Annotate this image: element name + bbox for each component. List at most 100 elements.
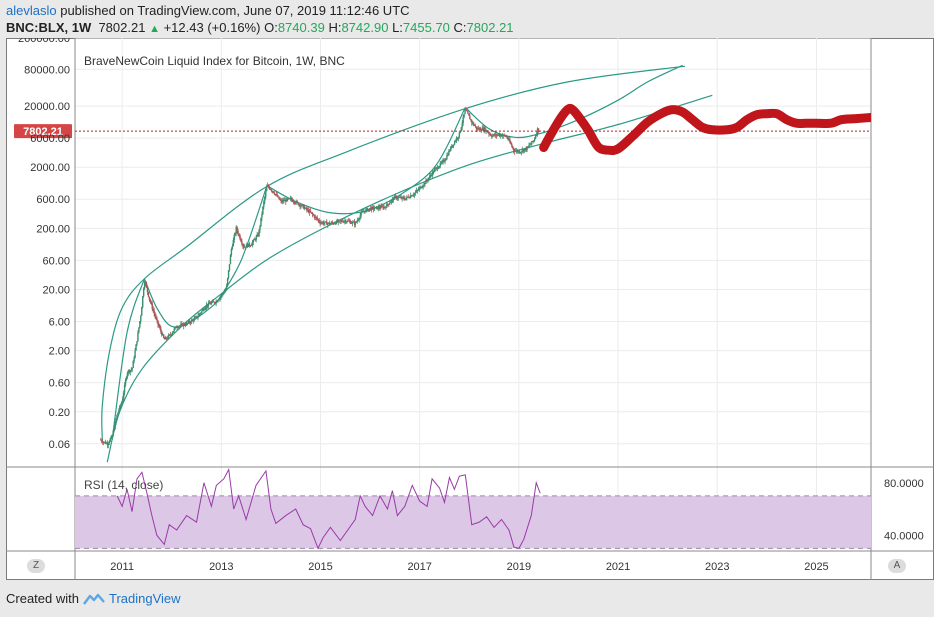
candle-body — [389, 201, 392, 203]
candle-body — [476, 128, 479, 130]
candle-body — [412, 194, 415, 196]
candle-body — [231, 246, 234, 249]
candle-body — [466, 110, 468, 112]
candle-body — [136, 341, 138, 345]
candle-body — [222, 293, 224, 295]
chart-svg[interactable]: 7802.21 260000.00 80000.00 20000.00 6000.00… — [6, 38, 934, 580]
candle-body — [350, 223, 353, 224]
candle-body — [431, 175, 433, 176]
candle-body — [316, 217, 318, 220]
candle-body — [119, 405, 121, 411]
candle-body — [485, 130, 487, 132]
time-tick-label: 2017 — [407, 561, 431, 573]
candle-body — [531, 141, 533, 144]
candle-body — [352, 221, 355, 223]
candle-body — [376, 206, 379, 210]
candle-body — [330, 222, 333, 224]
tradingview-brand[interactable]: TradingView — [108, 591, 181, 606]
candle-body — [365, 209, 367, 212]
candle-body — [178, 326, 180, 328]
candle-body — [405, 198, 407, 200]
candle-body — [263, 201, 265, 207]
candle-body — [308, 210, 311, 213]
candle-body — [127, 370, 130, 373]
candle-body — [361, 211, 363, 213]
low-label: L: — [392, 20, 403, 35]
candle-body — [285, 199, 287, 202]
price-axis[interactable]: 260000.00 80000.00 20000.00 6000.00 2000.00 6… — [18, 38, 70, 451]
candle-body — [142, 288, 145, 297]
auto-scale-button[interactable]: A — [888, 559, 906, 573]
candle-body — [137, 332, 139, 342]
candle-body — [524, 148, 526, 150]
candle-body — [207, 302, 210, 306]
candle-body — [249, 245, 252, 247]
candle-body — [202, 309, 204, 311]
time-axis[interactable]: 2011 2013 2015 2017 2019 2021 2023 2025 — [110, 561, 828, 573]
candle-body — [525, 148, 527, 151]
candle-body — [169, 334, 172, 336]
candle-body — [225, 285, 228, 291]
candle-body — [232, 239, 235, 247]
candle-body — [288, 198, 291, 200]
candle-body — [266, 186, 268, 192]
candle-body — [261, 213, 263, 218]
candle-body — [406, 196, 408, 199]
price-tick-label: 6.00 — [49, 316, 70, 328]
author-link[interactable]: alevlaslo — [6, 3, 57, 18]
candle-body — [153, 310, 155, 314]
candle-body — [526, 146, 528, 151]
candle-body — [377, 206, 379, 210]
candle-body — [371, 207, 374, 208]
change-text: +12.43 (+0.16%) — [163, 20, 261, 35]
candle-body — [383, 206, 385, 209]
candle-body — [348, 220, 350, 222]
candle-body — [500, 134, 503, 137]
candle-body — [290, 198, 293, 200]
rsi-band-group — [75, 495, 871, 549]
low-value: 7455.70 — [402, 20, 450, 35]
high-label: H: — [328, 20, 342, 35]
candle-body — [268, 187, 271, 190]
rsi-band — [75, 495, 871, 549]
rsi-axis[interactable]: 80.0000 40.0000 — [884, 478, 924, 543]
candle-body — [532, 141, 534, 142]
candle-body — [143, 282, 146, 289]
candle-body — [293, 201, 296, 204]
candle-body — [303, 205, 305, 210]
candle-body — [181, 323, 183, 325]
rsi-tick-label: 80.0000 — [884, 478, 924, 490]
arc-curve-3 — [143, 278, 217, 328]
candle-body — [111, 435, 113, 437]
zoom-button[interactable]: Z — [27, 559, 45, 573]
time-tick-label: 2013 — [209, 561, 233, 573]
candle-body — [155, 316, 157, 319]
candle-body — [503, 134, 505, 136]
candle-body — [427, 179, 429, 181]
candle-body — [449, 150, 451, 152]
candle-body — [158, 324, 160, 327]
candle-body — [195, 316, 197, 318]
candle-body — [270, 189, 273, 191]
candle-body — [490, 134, 492, 136]
candle-body — [104, 441, 107, 444]
symbol-line: BNC:BLX, 1W 7802.21 ▲ +12.43 (+0.16%) O:… — [6, 20, 514, 35]
candle-body — [217, 300, 219, 302]
candle-body — [521, 149, 524, 152]
candle-body — [404, 199, 406, 200]
candle-body — [275, 194, 277, 195]
price-tick-label: 20000.00 — [24, 101, 70, 113]
candle-body — [421, 187, 423, 189]
candle-body — [212, 301, 214, 303]
candle-body — [482, 127, 484, 131]
candle-body — [309, 210, 312, 213]
candle-body — [218, 299, 220, 301]
candle-body — [447, 155, 449, 156]
candle-body — [286, 198, 288, 202]
candle-body — [403, 197, 405, 200]
candle-body — [456, 138, 459, 139]
candle-body — [519, 152, 522, 153]
candle-body — [492, 134, 495, 136]
candle-body — [266, 185, 269, 187]
candle-body — [513, 150, 516, 152]
